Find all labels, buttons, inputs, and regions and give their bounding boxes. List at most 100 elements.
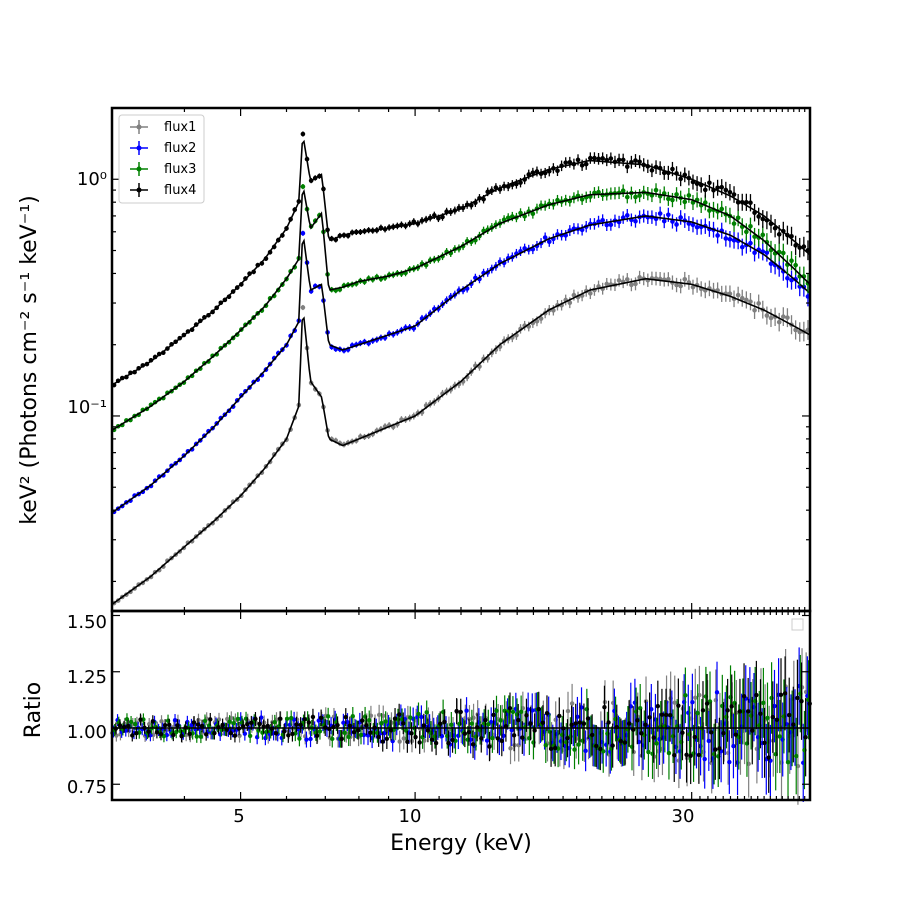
ratio-dot-flux4 (635, 718, 640, 723)
point-dot-flux1 (633, 281, 638, 287)
ratio-dot-flux4 (314, 733, 320, 739)
ratio-dot-flux3 (317, 729, 323, 734)
ratio-dot-flux4 (425, 728, 431, 733)
point-dot-flux2 (678, 215, 683, 220)
point-dot-flux4 (575, 157, 581, 163)
ratio-dot-flux4 (528, 721, 533, 726)
ratio-dot-flux1 (216, 717, 222, 722)
ratio-dot-flux4 (290, 731, 295, 737)
point-dot-flux1 (300, 305, 306, 310)
ratio-dot-flux2 (731, 743, 736, 749)
ratio-dot-flux4 (598, 746, 603, 752)
ratio-dot-flux4 (733, 732, 739, 737)
ratio-dot-flux3 (231, 720, 236, 726)
ratio-dot-flux2 (439, 733, 445, 739)
ratio-dot-flux1 (376, 712, 382, 718)
ratio-dot-flux4 (557, 713, 562, 719)
point-dot-flux3 (703, 200, 708, 205)
legend-label-flux2: flux2 (164, 141, 196, 156)
point-dot-flux3 (682, 199, 688, 205)
ratio-dot-flux4 (762, 740, 767, 745)
point-dot-flux2 (542, 235, 548, 240)
ratio-dot-flux2 (525, 707, 531, 712)
point-dot-flux3 (719, 206, 725, 212)
ratio-dot-flux4 (450, 737, 455, 743)
ratio-dot-flux4 (524, 713, 529, 718)
ratio-dot-flux4 (154, 730, 160, 735)
point-dot-flux1 (674, 282, 679, 288)
ratio-dot-flux4 (479, 736, 484, 741)
point-dot-flux4 (563, 160, 568, 165)
point-dot-flux4 (600, 156, 605, 161)
ratio-dot-flux4 (782, 691, 788, 696)
ratio-dot-flux4 (240, 723, 246, 729)
ratio-dot-flux4 (232, 733, 238, 738)
point-dot-flux2 (657, 211, 663, 216)
ratio-dot-flux3 (227, 719, 232, 725)
point-dot-flux2 (300, 230, 306, 236)
ratio-dot-flux4 (713, 747, 718, 752)
ratio-dot-flux4 (388, 728, 394, 733)
spectrum-ylabel: keV² (Photons cm⁻² s⁻¹ keV⁻¹) (17, 195, 42, 524)
ratio-dot-flux4 (758, 711, 763, 716)
point-dot-flux1 (571, 292, 577, 298)
ratio-dot-flux2 (772, 703, 777, 709)
ratio-dot-flux2 (714, 690, 720, 695)
ratio-dot-flux4 (253, 716, 258, 722)
point-dot-flux3 (686, 193, 692, 198)
point-dot-flux4 (756, 214, 761, 219)
ratio-dot-flux4 (134, 730, 139, 736)
ratio-ytick-1.25: 1.25 (67, 667, 107, 688)
ratio-dot-flux4 (717, 746, 722, 751)
ratio-dot-flux4 (294, 722, 299, 727)
ratio-dot-flux4 (676, 703, 681, 708)
ratio-dot-flux2 (649, 706, 654, 712)
ratio-dot-flux4 (429, 737, 435, 742)
ratio-dot-flux4 (589, 732, 595, 738)
point-dot-flux2 (715, 233, 720, 238)
point-dot-flux3 (637, 193, 642, 198)
point-dot-flux2 (661, 218, 667, 224)
ratio-dot-flux4 (594, 743, 599, 749)
ratio-dot-flux3 (765, 715, 770, 721)
ratio-dot-flux4 (466, 729, 472, 735)
point-dot-flux2 (608, 222, 614, 228)
point-dot-flux2 (789, 277, 794, 283)
ratio-dot-flux4 (409, 731, 414, 736)
ratio-dot-flux4 (175, 723, 180, 728)
point-dot-flux1 (690, 284, 696, 290)
point-dot-flux4 (616, 157, 622, 163)
point-dot-flux2 (624, 213, 630, 218)
ratio-dot-flux4 (413, 734, 418, 740)
ratio-dot-flux2 (382, 730, 387, 736)
ratio-dot-flux4 (725, 708, 730, 713)
ratio-dot-flux3 (330, 736, 335, 742)
ratio-dot-flux4 (787, 712, 792, 718)
point-dot-flux3 (505, 215, 511, 221)
point-dot-flux1 (739, 295, 745, 301)
point-dot-flux1 (604, 281, 610, 287)
point-dot-flux2 (546, 239, 552, 245)
ratio-dot-flux4 (257, 721, 262, 727)
point-dot-flux4 (670, 166, 675, 172)
ratio-dot-flux4 (622, 740, 628, 745)
ratio-dot-flux4 (392, 716, 398, 721)
ratio-dot-flux4 (162, 723, 168, 728)
ratio-dot-flux4 (368, 730, 373, 735)
ratio-ytick-1.50: 1.50 (67, 612, 107, 633)
point-dot-flux4 (567, 159, 573, 165)
point-dot-flux1 (567, 300, 573, 306)
ratio-dot-flux3 (469, 721, 475, 726)
point-dot-flux4 (624, 164, 630, 170)
point-dot-flux3 (300, 184, 306, 189)
ratio-dot-flux3 (325, 714, 331, 719)
point-dot-flux3 (789, 258, 794, 264)
ratio-dot-flux3 (424, 710, 429, 715)
ratio-dot-flux3 (235, 716, 241, 722)
point-dot-flux1 (768, 315, 774, 321)
ratio-panel: 1.50 1.25 1.00 0.75 5 10 30 Energy (keV)… (21, 609, 812, 856)
point-dot-flux2 (694, 224, 700, 230)
point-dot-flux1 (797, 329, 803, 335)
model-curve-flux3 (111, 188, 811, 431)
